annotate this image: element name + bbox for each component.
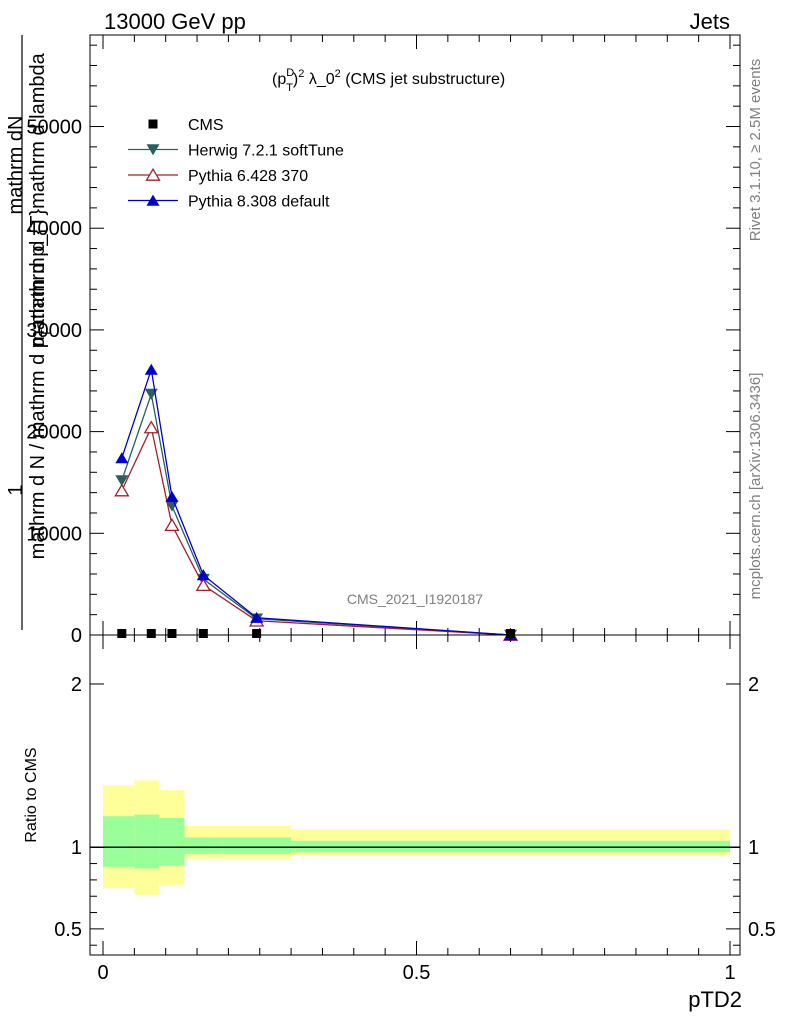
ratio-y-tick-label-left: 1 xyxy=(71,837,82,859)
process-label: Jets xyxy=(690,9,730,34)
ratio-y-tick-label-right: 0.5 xyxy=(748,919,776,941)
series-pythia-8-308-default-line xyxy=(121,369,511,636)
series-cms xyxy=(117,629,516,638)
legend: CMS Herwig 7.2.1 softTune Pythia 6.428 370… xyxy=(128,117,344,211)
main-y-tick-label: 0 xyxy=(71,625,82,647)
series-cms-marker xyxy=(167,629,177,638)
main-y-tick-label: 30000 xyxy=(26,320,82,342)
ratio-bands xyxy=(103,780,730,895)
ratio-inner-band xyxy=(103,816,135,867)
legend-label: Pythia 8.308 default xyxy=(188,194,330,211)
series-pythia-8-308-default-marker xyxy=(165,490,179,502)
ratio-y-tick-label-left: 0.5 xyxy=(54,919,82,941)
main-y-tick-labels: 0 10000 20000 30000 40000 50000 xyxy=(26,117,82,647)
ratio-inner-band xyxy=(222,837,292,854)
legend-label: Herwig 7.2.1 softTune xyxy=(188,143,344,160)
legend-entry: Herwig 7.2.1 softTune xyxy=(128,143,344,160)
legend-marker xyxy=(148,119,158,129)
x-tick-label: 0 xyxy=(97,962,108,984)
plot-title: (pD T)2 λ_02 (CMS jet substructure) xyxy=(272,67,505,94)
series-cms-marker xyxy=(252,629,262,638)
legend-entry: CMS xyxy=(148,117,224,134)
legend-label: CMS xyxy=(188,117,224,134)
series-pythia-6-428-370-marker xyxy=(195,578,211,592)
rivet-version-label: Rivet 3.1.10, ≥ 2.5M events xyxy=(747,59,764,242)
series-pythia-8-308-default-marker xyxy=(144,363,158,375)
main-axis-ticks xyxy=(90,35,740,636)
ylabel-numerator-top: mathrm dN xyxy=(5,116,27,215)
x-tick-label: 0.5 xyxy=(403,962,431,984)
ylabel-denominator: mathrm d N / mathrm d pTmathrm d xyxy=(27,241,53,560)
ylabel-numerator-bottom: mathrm d p_{T}mathrm d lambda xyxy=(27,52,49,346)
x-axis-label: pTD2 xyxy=(688,987,742,1012)
legend-label: Pythia 6.428 370 xyxy=(188,168,308,185)
series-herwig-7-2-1-softtune-marker xyxy=(115,475,129,487)
series-herwig-7-2-1-softtune-line xyxy=(121,391,511,636)
ratio-inner-band xyxy=(134,814,160,869)
series-pythia-6-428-370 xyxy=(114,420,519,641)
main-y-tick-label: 20000 xyxy=(26,422,82,444)
series-cms-marker xyxy=(146,629,156,638)
series-layer xyxy=(114,363,519,641)
series-pythia-8-308-default-marker xyxy=(115,452,129,464)
series-pythia-6-428-370-marker xyxy=(164,518,180,532)
x-tick-label: 1 xyxy=(724,962,735,984)
ratio-y-tick-label-right: 2 xyxy=(748,674,759,696)
ratio-y-tick-label-left: 2 xyxy=(71,674,82,696)
series-pythia-8-308-default-marker xyxy=(196,569,210,581)
ratio-panel: 0.5 0.51 12 2 0 0.5 1 Ratio to CMS pTD2 xyxy=(23,634,776,1012)
ratio-inner-band xyxy=(159,817,185,866)
ratio-y-axis-label: Ratio to CMS xyxy=(23,747,40,842)
x-tick-labels: 0 0.5 1 xyxy=(97,962,735,984)
series-pythia-6-428-370-marker xyxy=(114,483,130,497)
energy-label: 13000 GeV pp xyxy=(104,9,246,34)
mcplots-label: mcplots.cern.ch [arXiv:1306.3436] xyxy=(747,373,764,600)
series-pythia-6-428-370-marker xyxy=(143,420,159,434)
analysis-watermark: CMS_2021_I1920187 xyxy=(347,591,483,607)
ratio-inner-band xyxy=(291,840,730,853)
ratio-panel-frame xyxy=(89,634,741,956)
series-cms-marker xyxy=(506,629,516,638)
main-panel: 0 10000 20000 30000 40000 50000 CMS_2021_I192… xyxy=(26,34,741,647)
series-pythia-8-308-default-marker xyxy=(250,611,264,623)
main-y-tick-label: 10000 xyxy=(26,523,82,545)
main-y-tick-label: 40000 xyxy=(26,218,82,240)
series-pythia-6-428-370-line xyxy=(121,425,511,636)
ylabel-one: 1 xyxy=(5,484,27,495)
ratio-y-tick-label-right: 1 xyxy=(748,837,759,859)
legend-marker xyxy=(145,167,161,181)
ratio-inner-band xyxy=(184,837,223,854)
main-y-tick-label: 50000 xyxy=(26,117,82,139)
series-cms-marker xyxy=(117,629,127,638)
ratio-y-tick-labels: 0.5 0.5 1 1 2 2 xyxy=(54,674,776,941)
legend-entry: Pythia 6.428 370 xyxy=(128,167,308,185)
main-y-axis-label: 1 mathrm d N / mathrm d pTmathrm d mathr… xyxy=(5,35,53,630)
legend-marker xyxy=(146,194,160,206)
ratio-axis-ticks xyxy=(90,635,740,955)
legend-marker xyxy=(146,144,160,156)
legend-entry: Pythia 8.308 default xyxy=(128,194,330,211)
series-cms-marker xyxy=(198,629,208,638)
